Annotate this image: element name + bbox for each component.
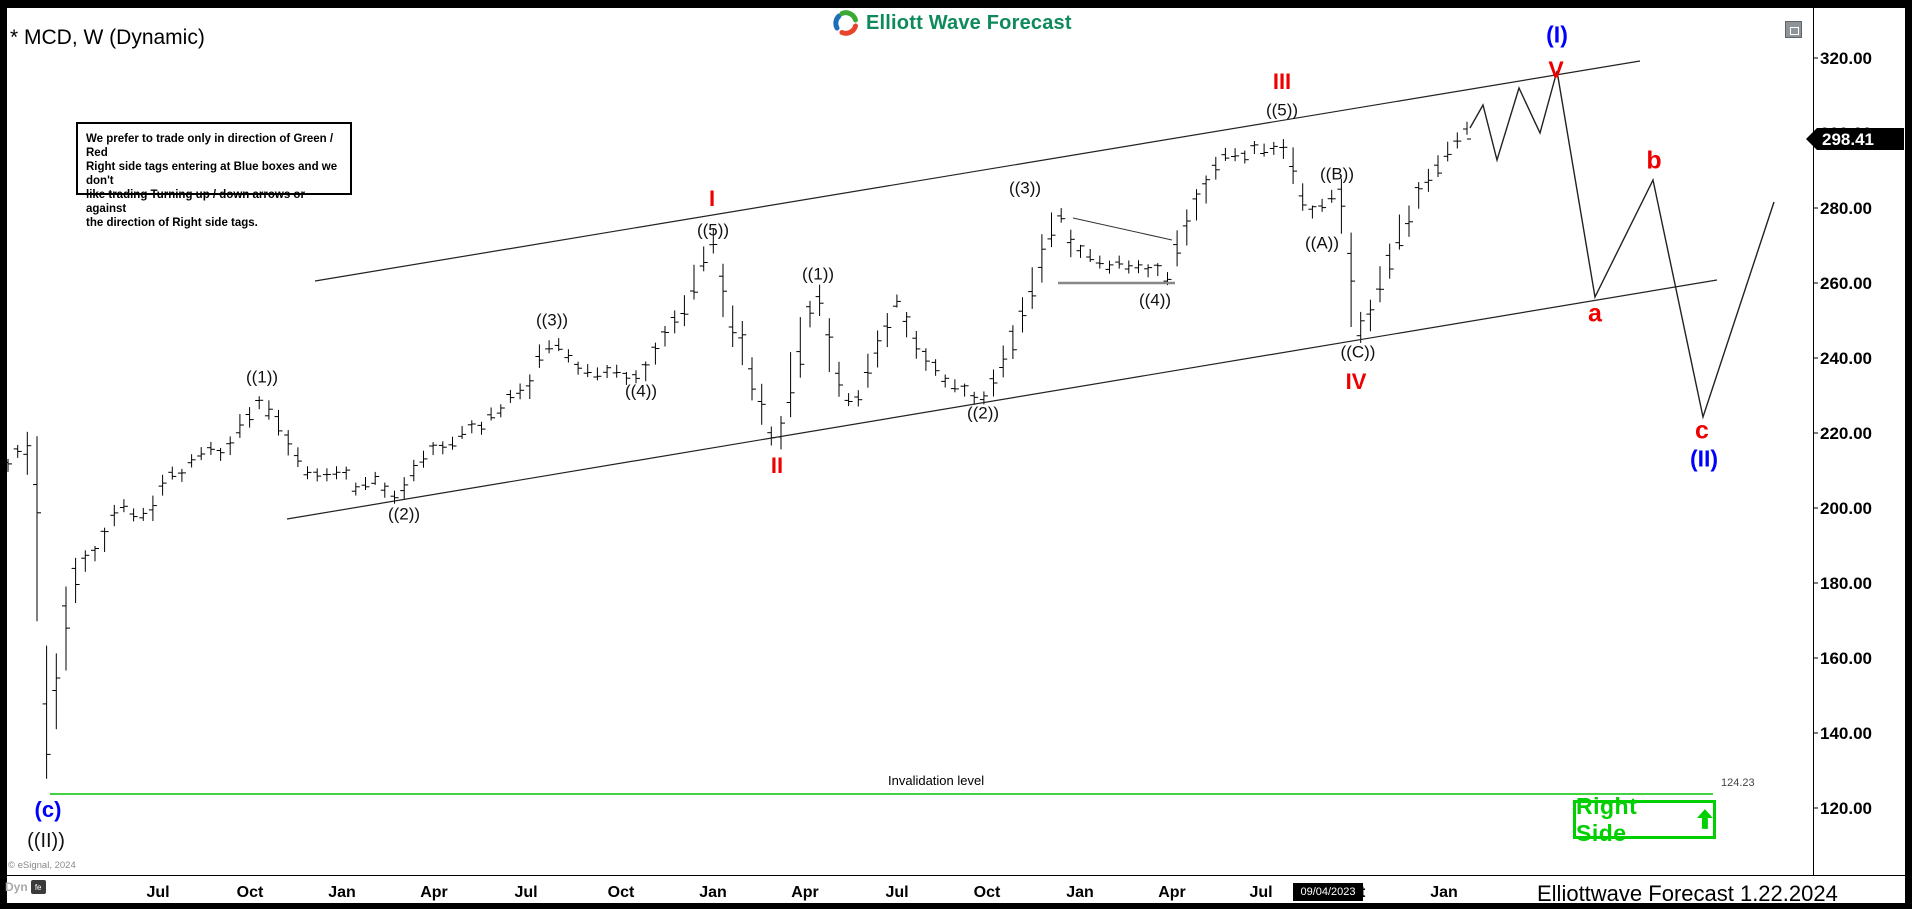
trading-note-box: We prefer to trade only in direction of … <box>76 122 352 229</box>
wave-label: ((A)) <box>1305 233 1339 253</box>
time-axis-label: Jan <box>1066 884 1094 901</box>
price-axis-label: 280.00 <box>1820 199 1872 218</box>
price-axis-label: 220.00 <box>1820 424 1872 443</box>
right-side-badge-text: Right Side <box>1576 792 1638 846</box>
time-axis-label: Oct <box>973 884 1001 901</box>
time-axis-label: Jan <box>1430 884 1458 901</box>
wave-label: ((B)) <box>1320 164 1354 184</box>
esignal-watermark: © eSignal, 2024 <box>8 860 76 871</box>
wave-label: I <box>708 186 716 211</box>
brand-logo-text: Elliott Wave Forecast <box>866 11 1072 34</box>
restore-window-icon[interactable] <box>1785 21 1802 38</box>
wave-label: III <box>1272 69 1292 94</box>
wave-label: c <box>1695 416 1709 445</box>
time-axis-label: Apr <box>1158 884 1186 901</box>
wave-label: ((2)) <box>966 403 1000 423</box>
wave-label: ((5)) <box>696 220 730 240</box>
dyn-label: Dyn <box>5 880 28 894</box>
selected-date-box: 09/04/2023 <box>1293 883 1363 901</box>
wave-label: b <box>1646 146 1662 175</box>
triangle-consolidation-lines <box>1058 217 1175 285</box>
price-axis-label: 120.00 <box>1820 799 1872 818</box>
channel-lines <box>286 60 1718 520</box>
time-axis-label: Jul <box>514 884 538 901</box>
price-axis-label: 320.00 <box>1820 49 1872 68</box>
current-price-tag: 298.41 <box>1806 128 1904 150</box>
note-line: We prefer to trade only in direction of … <box>86 133 334 159</box>
note-line: Right side tags entering at Blue boxes a… <box>86 161 338 187</box>
wave-label: V <box>1548 56 1564 83</box>
brand-logo-icon <box>833 10 858 36</box>
wave-label: ((1)) <box>801 264 835 284</box>
footer-brand-text: Elliottwave Forecast 1.22.2024 <box>1537 881 1838 906</box>
up-arrow-icon <box>1697 809 1713 829</box>
invalidation-value: 124.23 <box>1721 777 1755 789</box>
esignal-chip-icon[interactable]: fe <box>30 880 46 894</box>
wave-label: (II) <box>1689 445 1719 472</box>
time-axis-label: Apr <box>791 884 819 901</box>
price-axis-label: 180.00 <box>1820 574 1872 593</box>
projection-path <box>1469 70 1775 420</box>
wave-label: ((1)) <box>245 367 279 387</box>
dyn-indicator: Dyn fe <box>5 880 46 894</box>
price-axis-label: 240.00 <box>1820 349 1872 368</box>
time-axis-label: Oct <box>607 884 635 901</box>
wave-label: ((II)) <box>27 830 65 852</box>
wave-label: (c) <box>34 797 62 822</box>
wave-label: ((2)) <box>387 504 421 524</box>
note-line: like trading Turning up / down arrows or… <box>86 189 305 215</box>
wave-label: ((5)) <box>1265 100 1299 120</box>
time-axis-label: Oct <box>236 884 264 901</box>
wave-label: II <box>770 453 784 478</box>
invalidation-label: Invalidation level <box>888 773 985 788</box>
wave-label: (I) <box>1546 21 1568 48</box>
symbol-title: * MCD, W (Dynamic) <box>10 26 205 49</box>
time-axis-label: Apr <box>420 884 448 901</box>
price-axis-label: 200.00 <box>1820 499 1872 518</box>
wave-label: ((4)) <box>1138 290 1172 310</box>
price-axis-label: 160.00 <box>1820 649 1872 668</box>
time-axis-label: Jul <box>885 884 909 901</box>
time-axis[interactable] <box>7 876 1905 903</box>
note-line: the direction of Right side tags. <box>86 217 258 229</box>
wave-label: a <box>1588 299 1602 328</box>
brand-logo: Elliott Wave Forecast <box>833 10 1072 36</box>
time-axis-label: Jul <box>146 884 170 901</box>
right-side-badge: Right Side <box>1573 793 1716 846</box>
time-axis-label: Jul <box>1249 884 1273 901</box>
ohlc-bars <box>4 121 1471 779</box>
price-axis-label: 260.00 <box>1820 274 1872 293</box>
wave-label: IV <box>1345 369 1367 394</box>
time-axis-label: Jan <box>328 884 356 901</box>
time-axis-label: Jan <box>699 884 727 901</box>
wave-label: ((C)) <box>1340 342 1376 362</box>
wave-label: ((3)) <box>535 310 569 330</box>
price-axis-label: 140.00 <box>1820 724 1872 743</box>
wave-label: ((3)) <box>1008 178 1042 198</box>
wave-label: ((4)) <box>624 381 658 401</box>
current-price-value: 298.41 <box>1822 130 1874 149</box>
